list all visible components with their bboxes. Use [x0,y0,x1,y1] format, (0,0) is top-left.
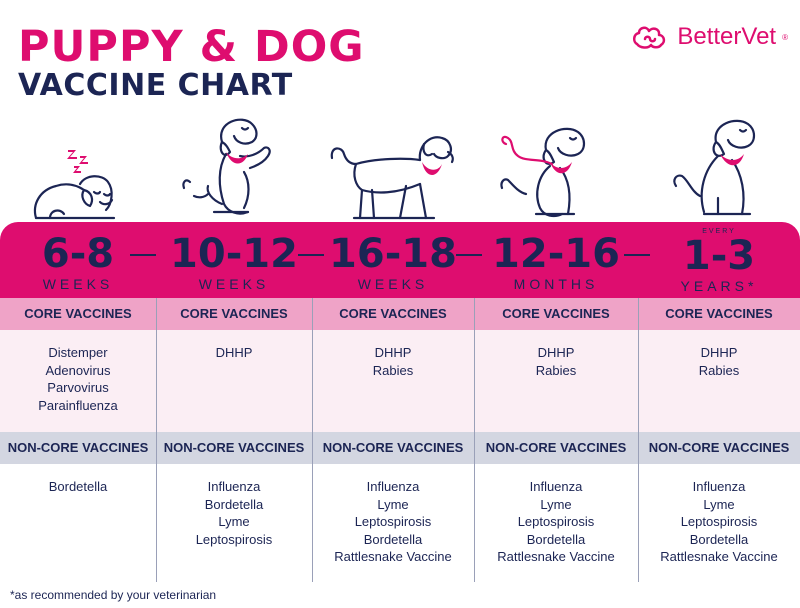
age-unit: WEEKS [42,276,114,292]
age-value: 12-16 [492,231,620,277]
column-divider [474,298,475,582]
vaccine-item: DHHP [700,345,738,360]
vaccine-item: Leptospirosis [195,531,273,547]
noncore-header: NON-CORE VACCINES [7,440,149,455]
brand-registered-mark: ® [782,32,788,42]
age-col-4: 12-16 MONTHS [474,222,638,298]
vaccine-item: Rattlesnake Vaccine [660,549,778,564]
core-header: CORE VACCINES [665,306,773,321]
core-list: DHHP Rabies [638,330,800,432]
noncore-list: Influenza Lyme Leptospirosis Bordetella Ratt… [312,464,474,582]
age-unit: WEEKS [357,276,429,292]
age-every-label: EVERY [702,228,736,235]
title-line-2: VACCINE CHART [18,68,293,103]
vaccine-item: DHHP [215,345,253,360]
age-value: 1-3 [682,233,756,279]
vaccine-item: Leptospirosis [680,514,758,529]
noncore-list: Influenza Lyme Leptospirosis Bordetella Ratt… [638,464,800,582]
walking-dog-icon [326,128,466,229]
vaccine-item: Rattlesnake Vaccine [334,549,452,564]
noncore-list: Influenza Bordetella Lyme Leptospirosis [156,464,312,582]
age-banner: 6-8 WEEKS 10-12 WEEKS 16-18 WEEKS 12-16 … [0,222,800,298]
column-divider [638,298,639,582]
noncore-header: NON-CORE VACCINES [648,440,790,455]
sleeping-puppy-icon [28,146,128,231]
vaccine-item: Bordetella [689,531,749,547]
bettervet-mark-icon [633,26,666,49]
core-header: CORE VACCINES [339,306,447,321]
age-col-5: EVERY 1-3 YEARS* [638,222,800,298]
age-separator [624,254,650,256]
vaccine-item: Bordetella [204,496,264,512]
noncore-header-row: NON-CORE VACCINES NON-CORE VACCINES NON-… [0,432,800,464]
footnote: *as recommended by your veterinarian [10,588,217,602]
vaccine-item: Lyme [377,496,409,512]
vaccine-item: Parainfluenza [38,397,118,413]
age-unit: YEARS* [680,278,758,294]
vaccine-item: Rabies [535,362,577,378]
age-col-1: 6-8 WEEKS [0,222,156,298]
vaccine-item: Rabies [698,362,740,378]
vaccine-item: Parvovirus [47,380,109,395]
column-divider [312,298,313,582]
vaccine-item: Bordetella [526,531,586,547]
core-vaccines-row: Distemper Adenovirus Parvovirus Parainfluen… [0,330,800,432]
core-list: Distemper Adenovirus Parvovirus Parainfluen… [0,330,156,432]
vaccine-item: DHHP [374,345,412,360]
core-header: CORE VACCINES [502,306,610,321]
age-col-2: 10-12 WEEKS [156,222,312,298]
vaccine-item: Adenovirus [45,362,111,378]
vaccine-item: Influenza [207,479,261,494]
age-value: 6-8 [41,231,115,277]
core-list: DHHP Rabies [474,330,638,432]
age-separator [298,254,324,256]
vaccine-item: Influenza [692,479,746,494]
vaccine-item: Influenza [529,479,583,494]
vaccine-item: Lyme [540,496,572,512]
vaccine-item: Leptospirosis [517,514,595,529]
sitting-dog-leash-icon [496,122,606,229]
vaccine-item: Distemper [48,345,108,360]
vaccine-item: Rabies [372,362,414,378]
age-value: 10-12 [170,231,298,277]
noncore-list: Bordetella [0,464,156,582]
core-list: DHHP Rabies [312,330,474,432]
vaccine-item: DHHP [537,345,575,360]
age-value: 16-18 [329,231,457,277]
column-divider [156,298,157,582]
noncore-header: NON-CORE VACCINES [485,440,627,455]
vaccine-item: Bordetella [48,479,108,494]
age-separator [130,254,156,256]
vaccine-item: Rattlesnake Vaccine [497,549,615,564]
vaccine-item: Influenza [366,479,420,494]
noncore-header: NON-CORE VACCINES [163,440,305,455]
age-unit: WEEKS [198,276,270,292]
core-header: CORE VACCINES [24,306,132,321]
vaccine-item: Lyme [218,514,250,529]
brand-name: BetterVet [677,23,777,50]
age-col-3: 16-18 WEEKS [312,222,474,298]
core-header: CORE VACCINES [180,306,288,321]
core-list: DHHP [156,330,312,432]
age-separator [456,254,482,256]
begging-puppy-icon [178,112,288,229]
vaccine-item: Bordetella [363,531,423,547]
vaccine-item: Lyme [703,496,735,512]
noncore-vaccines-row: Bordetella Influenza Bordetella Lyme Leptos… [0,464,800,582]
title-line-1: PUPPY & DOG [18,22,365,72]
age-unit: MONTHS [513,276,599,292]
vaccine-item: Leptospirosis [354,514,432,529]
core-header-row: CORE VACCINES CORE VACCINES CORE VACCINE… [0,298,800,330]
dog-illustrations [0,108,800,228]
noncore-list: Influenza Lyme Leptospirosis Bordetella Ratt… [474,464,638,582]
brand-logo: BetterVet ® [631,22,788,52]
noncore-header: NON-CORE VACCINES [322,440,464,455]
sitting-adult-dog-icon [670,116,780,229]
